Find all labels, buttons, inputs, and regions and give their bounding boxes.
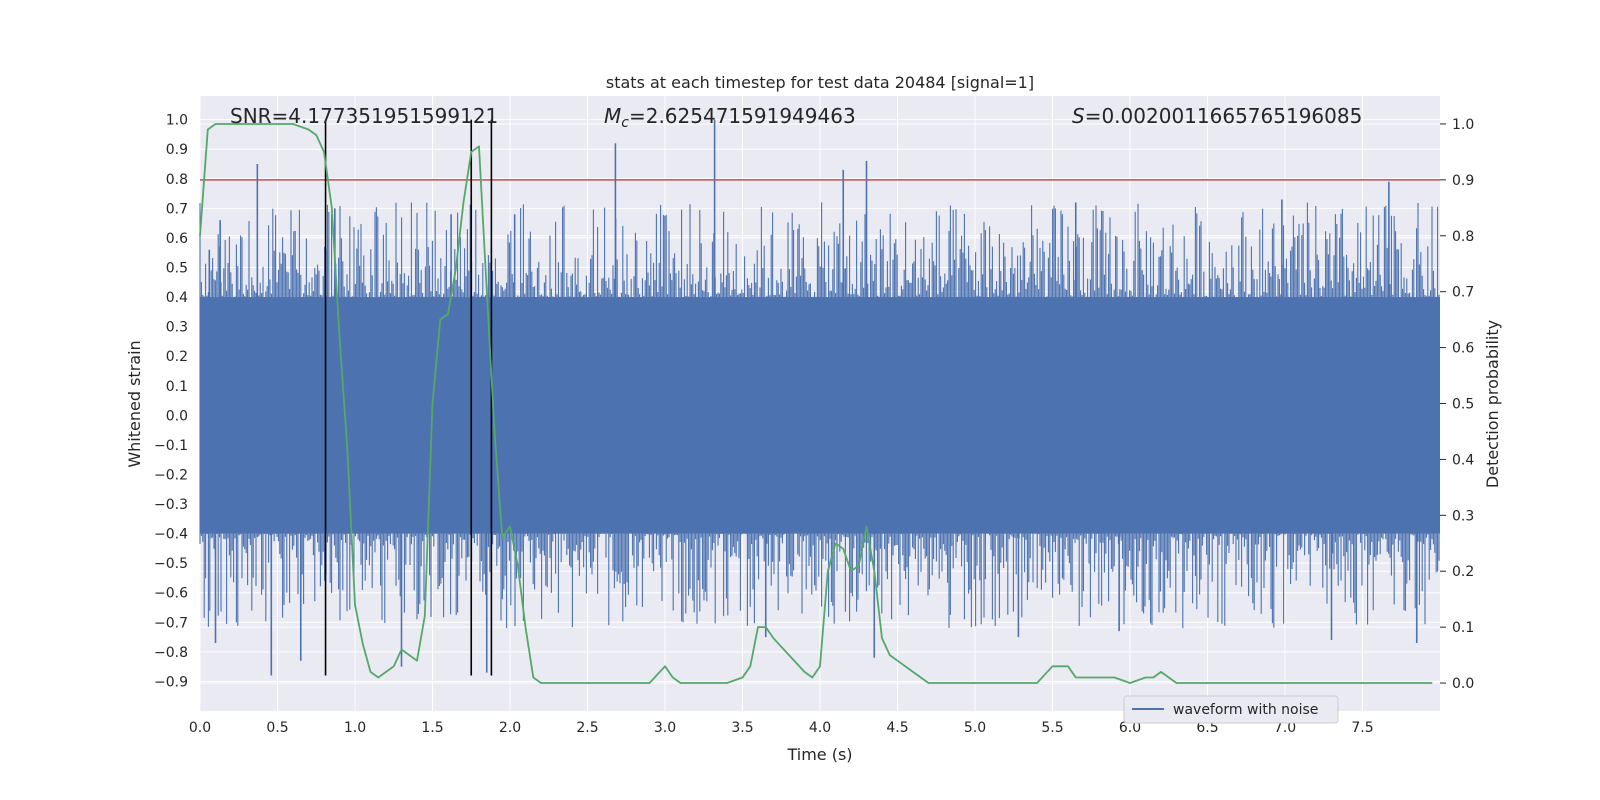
mc-symbol: M bbox=[604, 104, 621, 128]
legend-box bbox=[1123, 695, 1339, 724]
waveform-noise-trace bbox=[199, 202, 1440, 629]
y-tick-label: −0.4 bbox=[154, 527, 188, 543]
y-tick-label: 0.2 bbox=[166, 349, 188, 365]
y-right-tick-label: 0.5 bbox=[1452, 397, 1474, 413]
y-right-axis-label: Detection probability bbox=[1483, 320, 1502, 488]
detection-probability-line bbox=[199, 123, 1433, 684]
y-tick-label: −0.6 bbox=[154, 586, 188, 602]
mc-value: =2.625471591949463 bbox=[629, 104, 856, 128]
vertical-lines bbox=[324, 119, 493, 676]
waveform-band bbox=[199, 202, 1440, 629]
x-tick-label: 3.5 bbox=[731, 720, 753, 736]
y-tick-label: 0.9 bbox=[166, 142, 188, 158]
y-tick-label: −0.7 bbox=[154, 615, 188, 631]
x-axis-label: Time (s) bbox=[786, 745, 852, 764]
chart-title: stats at each timestep for test data 204… bbox=[606, 73, 1034, 92]
y-tick-label: 0.0 bbox=[166, 408, 188, 424]
chirp-mass-annotation: Mc=2.625471591949463 bbox=[604, 104, 856, 131]
s-value: =0.0020011665765196085 bbox=[1085, 104, 1363, 128]
y-tick-label: 0.8 bbox=[166, 172, 188, 188]
x-tick-label: 6.0 bbox=[1119, 720, 1141, 736]
x-tick-label: 1.0 bbox=[344, 720, 366, 736]
legend: waveform with noise bbox=[1123, 695, 1339, 724]
x-tick-label: 7.5 bbox=[1351, 720, 1373, 736]
y-right-tick-label: 0.6 bbox=[1452, 341, 1474, 357]
y-tick-label: −0.8 bbox=[154, 645, 188, 661]
y-right-tick-label: 0.3 bbox=[1452, 508, 1474, 524]
y-tick-label: 0.4 bbox=[166, 290, 188, 306]
y-right-tick-label: 0.4 bbox=[1452, 452, 1474, 468]
y-tick-label: 0.7 bbox=[166, 201, 188, 217]
x-tick-label: 3.0 bbox=[654, 720, 676, 736]
x-tick-label: 1.5 bbox=[421, 720, 443, 736]
y-axis-label: Whitened strain bbox=[125, 340, 144, 467]
y-tick-label: −0.2 bbox=[154, 467, 188, 483]
s-annotation: S=0.0020011665765196085 bbox=[1072, 104, 1362, 128]
y-right-tick-label: 0.8 bbox=[1452, 229, 1474, 245]
x-tick-label: 0.5 bbox=[266, 720, 288, 736]
y-right-tick-label: 0.2 bbox=[1452, 564, 1474, 580]
x-tick-label: 5.5 bbox=[1041, 720, 1063, 736]
x-tick-label: 5.0 bbox=[964, 720, 986, 736]
x-tick-label: 6.5 bbox=[1196, 720, 1218, 736]
y-tick-label: 0.3 bbox=[166, 320, 188, 336]
waveform-spikes bbox=[208, 119, 1418, 676]
x-tick-label: 2.0 bbox=[499, 720, 521, 736]
x-tick-label: 2.5 bbox=[576, 720, 598, 736]
x-tick-label: 7.0 bbox=[1274, 720, 1296, 736]
y-tick-label: 0.5 bbox=[166, 260, 188, 276]
s-symbol: S bbox=[1072, 104, 1085, 128]
probability-layer bbox=[199, 123, 1433, 684]
mc-subscript: c bbox=[621, 115, 629, 131]
y-tick-label: 0.1 bbox=[166, 379, 188, 395]
x-tick-label: 4.0 bbox=[809, 720, 831, 736]
y-right-tick-label: 0.9 bbox=[1452, 173, 1474, 189]
y-tick-label: −0.3 bbox=[154, 497, 188, 513]
y-right-tick-label: 1.0 bbox=[1452, 117, 1474, 133]
y-tick-label: −0.5 bbox=[154, 556, 188, 572]
y-right-tick-label: 0.1 bbox=[1452, 620, 1474, 636]
y-right-tick-label: 0.7 bbox=[1452, 285, 1474, 301]
y-tick-label: 0.6 bbox=[166, 231, 188, 247]
legend-label-waveform: waveform with noise bbox=[1173, 702, 1318, 718]
x-tick-label: 0.0 bbox=[189, 720, 211, 736]
y-right-tick-label: 0.0 bbox=[1452, 676, 1474, 692]
snr-annotation: SNR=4.177351951599121 bbox=[230, 104, 498, 128]
y-tick-label: 1.0 bbox=[166, 113, 188, 129]
x-tick-label: 4.5 bbox=[886, 720, 908, 736]
y-tick-label: −0.9 bbox=[154, 674, 188, 690]
y-tick-label: −0.1 bbox=[154, 438, 188, 454]
tick-layer: 0.0 0.5 1.0 1.5 2.0 2.5 3.0 3.5 4.0 4.5 5.0 5.5 6.0 6… bbox=[154, 113, 1474, 736]
